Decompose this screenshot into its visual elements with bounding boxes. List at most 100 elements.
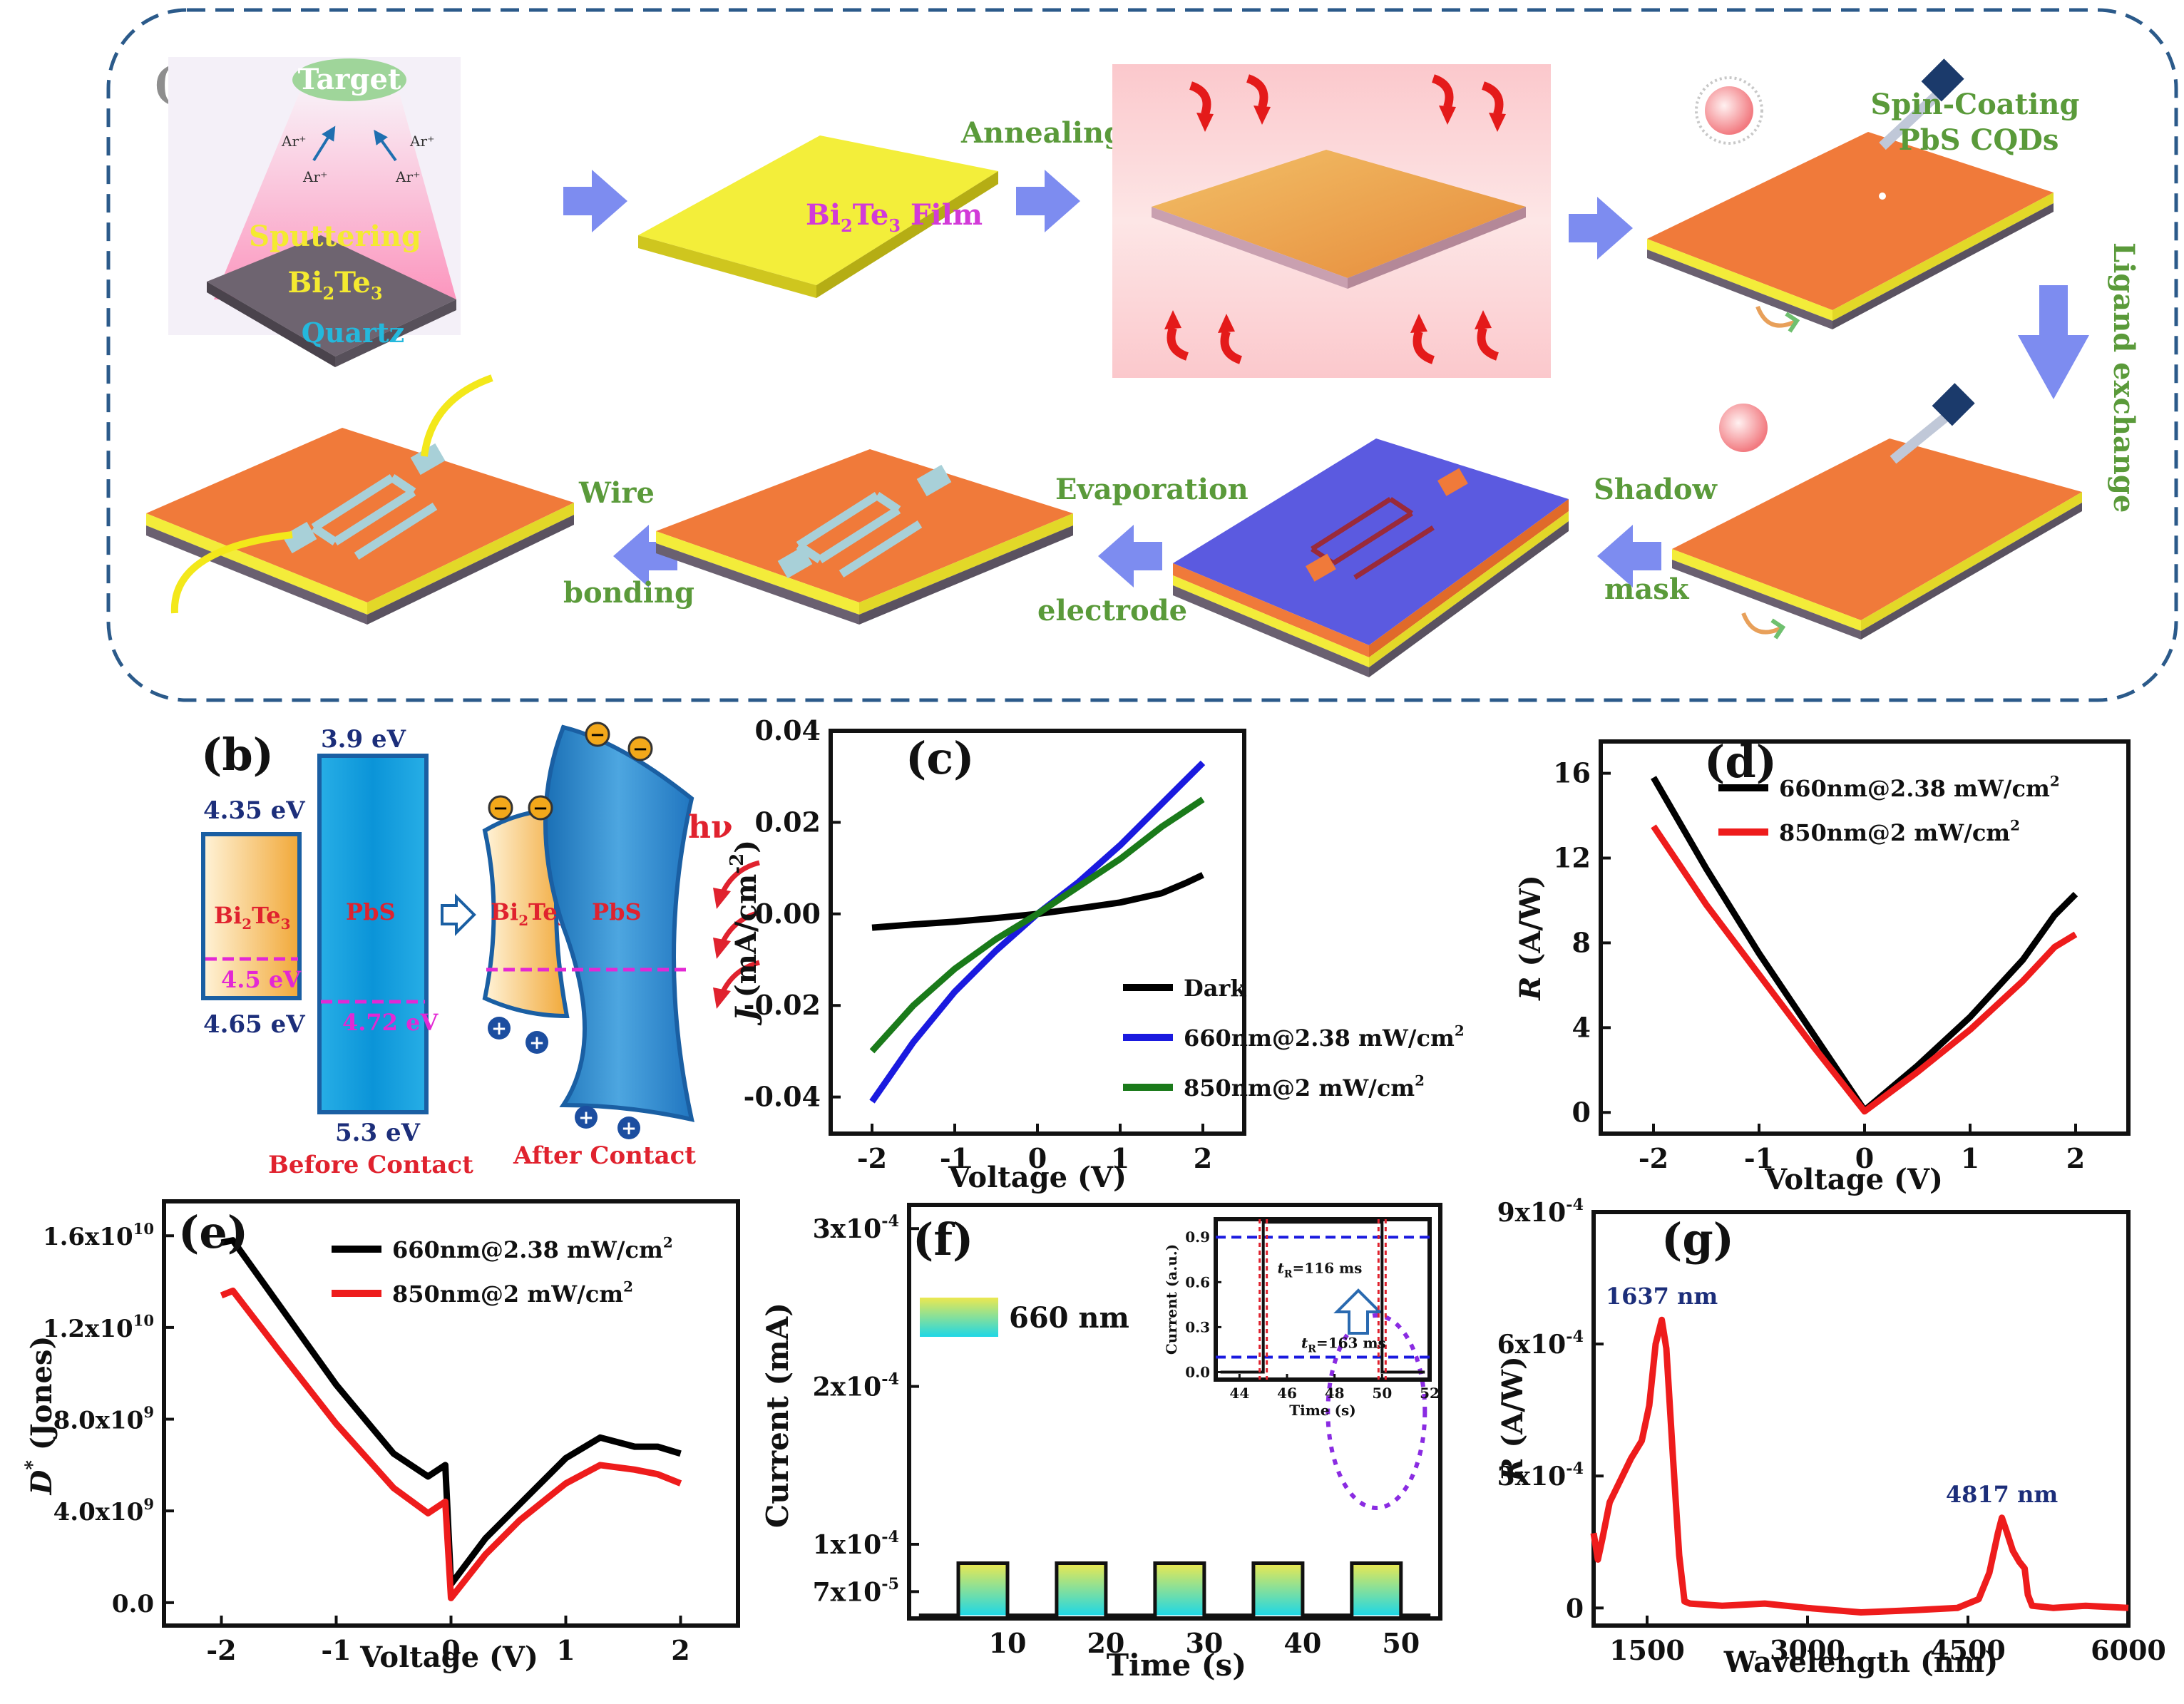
series-line <box>1590 1316 2129 1616</box>
quartz-substrate <box>207 235 456 356</box>
x-tick-label: 0 <box>1028 1142 1047 1174</box>
ar-ion: Ar⁺ <box>409 133 435 150</box>
ar-ion: Ar⁺ <box>302 168 328 185</box>
electrode-step <box>656 449 1073 625</box>
process-arrow <box>563 170 627 232</box>
peak-label: 4817 nm <box>1946 1481 2058 1508</box>
x-tick-label: 44 <box>1229 1385 1249 1402</box>
y-tick-label: 8 <box>1572 926 1591 958</box>
y-tick-label: 0 <box>1566 1593 1584 1623</box>
svg-text:+: + <box>621 1118 637 1139</box>
light-on-block <box>1154 1563 1204 1616</box>
x-axis-label: Voltage (V) <box>359 1641 538 1674</box>
x-tick-label: 50 <box>1382 1627 1420 1659</box>
bond-wire <box>421 374 493 457</box>
energy-label: 4.72 eV <box>342 1009 439 1036</box>
y-tick-label: 0.9 <box>1185 1228 1210 1246</box>
x-tick-label: 2 <box>2066 1142 2085 1174</box>
x-tick-label: 2 <box>671 1634 689 1666</box>
x-tick-label: -2 <box>1639 1142 1668 1174</box>
x-axis-label: Voltage (V) <box>1764 1163 1943 1196</box>
wire-bonding-step <box>146 374 574 625</box>
y-axis-label: Current (mA) <box>760 1303 795 1528</box>
x-tick-label: 10 <box>989 1627 1027 1659</box>
svg-text:−: − <box>493 798 508 819</box>
highlight-ellipse <box>1326 1313 1427 1510</box>
x-tick-label: 48 <box>1325 1385 1345 1402</box>
series-line <box>869 760 1206 1104</box>
x-tick-label: 40 <box>1283 1627 1321 1659</box>
legend-label: 850nm@2 mW/cm2 <box>1779 817 2020 846</box>
inset-trace <box>1220 1221 1425 1374</box>
target-label: Target <box>298 63 401 96</box>
shadow-label: Shadow <box>1594 473 1718 506</box>
bi2te3-band <box>201 832 302 1000</box>
zoom-arrow <box>1333 1288 1383 1335</box>
plot-frame <box>1214 1217 1432 1382</box>
pbs-label: PbS <box>592 898 642 925</box>
y-tick-label: 3x10-4 <box>813 1212 899 1244</box>
x-axis-label: Voltage (V) <box>948 1161 1127 1194</box>
pbs-cqds-label: PbS CQDs <box>1899 123 2059 157</box>
y-tick-label: -0.04 <box>744 1081 821 1113</box>
panel-g-label: (g) <box>1661 1213 1734 1266</box>
svg-text:+: + <box>578 1107 594 1129</box>
legend-label: 660nm@2.38 mW/cm2 <box>392 1234 673 1263</box>
target-ellipse <box>292 58 406 101</box>
legend-label: 850nm@2 mW/cm2 <box>392 1278 633 1308</box>
panel-b-label: (b) <box>201 729 274 781</box>
chart-c: -2 -1 0 1 2 0.04 0.02 0.00 -0.02 -0.04 Dark 660nm@2… <box>727 714 1465 1194</box>
y-axis-label: D* (Jones) <box>22 1336 58 1496</box>
panel-d-label: (d) <box>1704 736 1777 788</box>
y-tick-label: 0.04 <box>754 714 821 746</box>
energy-label: 3.9 eV <box>321 725 406 754</box>
sputtering-label: Sputtering <box>249 220 421 253</box>
light-on-block <box>1056 1563 1106 1616</box>
x-tick-label: 3000 <box>1770 1634 1845 1666</box>
legend-label: 660nm@2.38 mW/cm2 <box>1779 773 2060 802</box>
process-arrow <box>613 525 677 587</box>
pbs-bent-band <box>543 724 694 1122</box>
electron-markers: − − − − <box>488 722 653 821</box>
panel-a-border <box>106 8 2178 702</box>
spin-coating-label: Spin-Coating <box>1871 88 2080 121</box>
annealing-label: Annealing <box>960 116 1124 150</box>
ligand-exchange-label: Ligand exchange <box>2107 242 2141 513</box>
y-tick-label: -0.02 <box>744 989 821 1021</box>
panel-a: (a) Target Ar⁺ Ar⁺ Ar⁺ Ar⁺ Sputtering Bi… <box>106 8 2178 702</box>
fall-time-label: tR=163 ms <box>1301 1334 1386 1355</box>
y-tick-label: 1x10-4 <box>813 1528 899 1560</box>
series-line <box>871 872 1204 931</box>
y-axis-label: R (A/W) <box>1514 875 1547 1001</box>
x-tick-label: 1500 <box>1609 1634 1685 1666</box>
electrode-label: electrode <box>1037 594 1187 627</box>
hole-markers: + + + + <box>488 1017 640 1139</box>
series-line <box>220 1287 682 1601</box>
ar-ion: Ar⁺ <box>395 168 421 185</box>
x-tick-label: -2 <box>857 1142 887 1174</box>
svg-text:+: + <box>529 1032 545 1054</box>
bi2te3-label: Bi2Te3 <box>214 902 291 933</box>
x-tick-label: 46 <box>1277 1385 1297 1402</box>
energy-label: 4.35 eV <box>203 796 305 825</box>
series-line <box>869 796 1205 1054</box>
x-tick-label: 1 <box>1961 1142 1979 1174</box>
shadow-mask-step <box>1173 438 1569 677</box>
bi2te3-film: Bi2Te3 Film <box>638 135 998 298</box>
chart-f-inset: 44 46 48 50 52 0.9 0.6 0.3 0.0 tR=116 ms tR=163 ms… <box>1163 1217 1440 1419</box>
before-contact-label: Before Contact <box>268 1151 473 1179</box>
chart-e: -2 -1 0 1 2 1.6x1010 1.2x1010 8.0x109 4.0x109 0.0… <box>22 1199 740 1674</box>
x-tick-label: 1 <box>1111 1142 1129 1174</box>
x-tick-label: 4500 <box>1930 1634 2006 1666</box>
after-contact-label: After Contact <box>513 1141 696 1170</box>
ar-ion: Ar⁺ <box>281 133 307 150</box>
evaporation-label: Evaporation <box>1055 473 1249 506</box>
svg-text:−: − <box>632 739 648 760</box>
bond-wire <box>170 531 293 614</box>
x-axis-label: Time (s) <box>1107 1648 1246 1683</box>
x-tick-label: 50 <box>1372 1385 1392 1402</box>
rise-time-label: tR=116 ms <box>1278 1259 1363 1280</box>
y-tick-label: 0 <box>1572 1096 1591 1128</box>
